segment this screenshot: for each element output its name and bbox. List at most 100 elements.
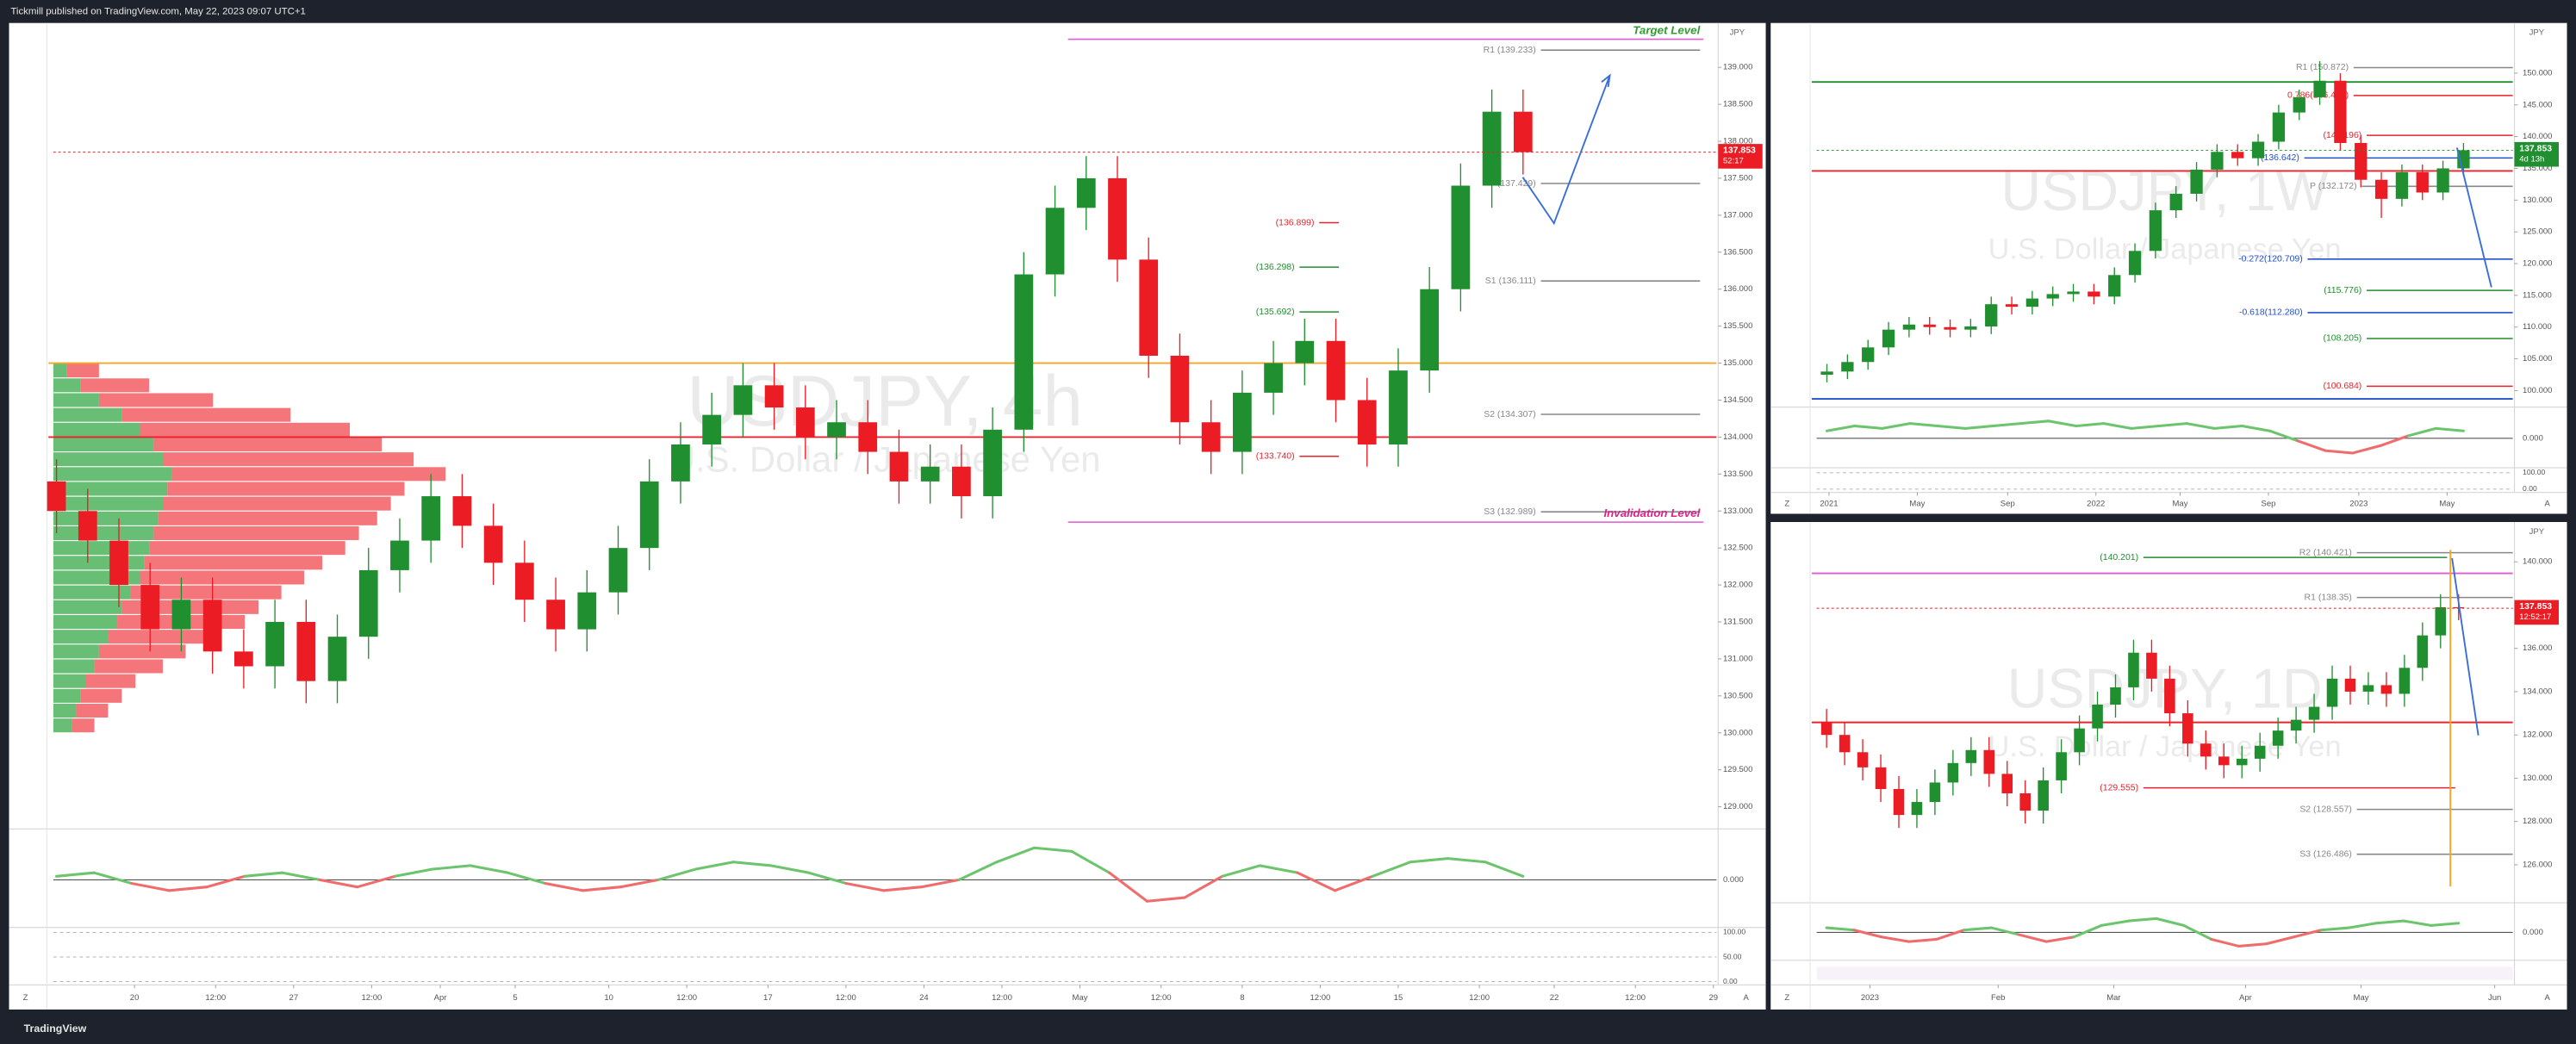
x-tick-label: 2023 [2349,500,2368,509]
momentum-line [2017,933,2048,943]
profile-down [162,496,391,511]
x-tick-label: 12:00 [361,993,382,1003]
level-label: S2 (128.557) [2299,805,2352,814]
candle-body [733,385,753,415]
scale-button[interactable]: Z [1784,500,1789,509]
watermark-symbol: USDJPY, 1W [2000,159,2328,222]
publish-header: Tickmill published on TradingView.com, M… [10,6,306,16]
scale-button[interactable]: A [2544,500,2550,509]
level-label: (129.555) [2100,783,2138,792]
momentum-line [2379,434,2410,447]
momentum-line [2351,444,2382,455]
candle-body [2236,758,2248,766]
momentum-line [1825,926,1856,932]
momentum-line [2157,422,2188,428]
x-tick-label: Apr [434,993,448,1003]
candle-body [358,569,378,637]
candle-body [2019,793,2031,811]
candle-body [1014,274,1034,430]
y-tick-label: 133.000 [1723,506,1752,516]
momentum-line [431,864,472,871]
profile-down [140,570,305,585]
candle-body [2067,291,2080,295]
scale-button[interactable]: A [2544,993,2550,1003]
momentum-line [1409,857,1450,864]
level-label: R1 (139.233) [1484,46,1536,55]
candle-body [2290,719,2302,731]
y-tick-label: 134.500 [1723,395,1752,405]
profile-down [158,511,377,525]
y-tick-label: 134.000 [1723,432,1752,442]
momentum-line [957,861,999,881]
candle-body [2001,774,2013,794]
scale-button[interactable]: Z [1784,993,1789,1003]
candle-body [2025,298,2039,308]
last-price-label: 137.853 [2519,144,2552,153]
momentum-line [1880,935,1911,943]
momentum-line [318,878,359,889]
profile-up [53,407,122,422]
momentum-line [806,871,848,886]
level-label: S2 (134.307) [1484,410,1536,419]
momentum-line [280,871,321,881]
x-tick-label: May [1909,500,1925,509]
candle-body [1985,304,1998,326]
momentum-line [2075,422,2106,428]
x-tick-label: 17 [763,993,773,1003]
y-tick-label: 135.500 [1723,321,1752,331]
x-tick-label: 12:00 [992,993,1012,1003]
candle-body [1983,749,1995,774]
level-label: (140.201) [2100,553,2138,562]
candle-body [2355,142,2368,180]
scale-button[interactable]: A [1743,993,1749,1003]
candle-body [1882,329,1895,348]
scale-button[interactable]: Z [23,993,28,1003]
candle-body [2211,152,2224,170]
candle-body [2092,705,2103,729]
candle-body [2218,756,2230,766]
candle-body [514,562,534,600]
candle-body [2334,80,2347,143]
momentum-line [1484,861,1525,878]
profile-down [149,541,345,556]
y-tick-label: 131.000 [1723,654,1752,663]
momentum-line [1936,424,1967,430]
y-tick-label: 132.000 [2523,730,2552,740]
x-tick-label: Jun [2488,993,2501,1003]
profile-down [98,644,186,659]
momentum-line [1963,926,1994,932]
profile-up [53,674,85,688]
profile-up [53,688,81,703]
momentum-tick-label: 0.000 [1723,875,1744,885]
y-tick-label: 129.000 [1723,802,1752,811]
profile-up [53,422,140,437]
candle-body [421,496,441,541]
y-tick-label: 115.000 [2523,290,2552,300]
y-tick-label: 140.000 [2523,557,2552,567]
y-tick-label: 137.000 [1723,210,1752,220]
momentum-line [2324,449,2355,455]
candle-body [2395,171,2409,199]
momentum-line [506,871,547,886]
momentum-line [1371,861,1412,878]
momentum-line [130,882,171,892]
watermark-description: U.S. Dollar / Japanese Yen [1988,730,2342,763]
x-tick-label: Apr [2239,993,2253,1003]
x-tick-label: May [2354,993,2369,1003]
candle-body [2038,780,2049,811]
y-tick-label: 150.000 [2523,68,2552,78]
x-tick-label: 20 [130,993,140,1003]
momentum-line [882,886,923,892]
y-tick-label: 130.000 [2523,774,2552,783]
candle-body [795,407,815,438]
candle-body [952,466,971,497]
momentum-line [2019,419,2050,426]
momentum-line [2185,422,2216,430]
profile-down [94,659,163,674]
last-price-tag [2514,141,2559,167]
y-tick-label: 137.500 [1723,173,1752,183]
y-tick-label: 134.000 [2523,687,2552,696]
candle-body [2272,112,2286,142]
profile-down [171,467,446,482]
